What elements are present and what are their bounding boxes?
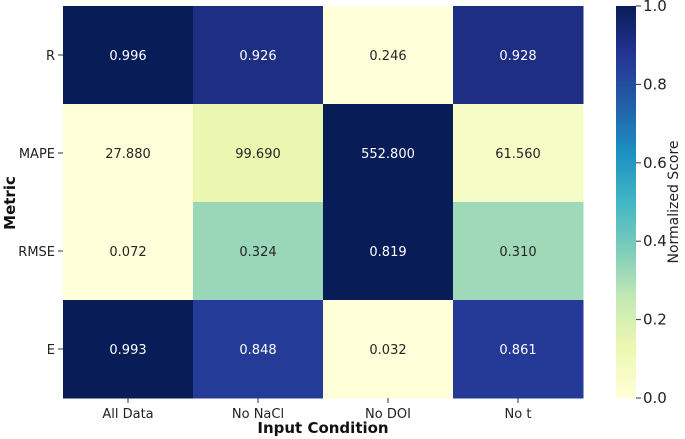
heatmap-cells xyxy=(63,6,584,399)
x-tick-label: All Data xyxy=(102,407,153,422)
cell-value-label: 552.800 xyxy=(361,147,415,162)
cell-value-label: 0.996 xyxy=(109,49,146,64)
cell-value-label: 0.819 xyxy=(369,245,406,260)
x-axis-ticks: All Data No NaCl No DOI No t xyxy=(102,398,531,422)
y-tick-label: MAPE xyxy=(19,147,55,162)
cell-value-label: 0.072 xyxy=(109,245,146,260)
heatmap-cell xyxy=(453,104,584,203)
colorbar-tick-label: 1.0 xyxy=(643,0,667,15)
colorbar-tick-label: 0.6 xyxy=(643,154,667,172)
y-axis-ticks: R MAPE RMSE E xyxy=(18,49,63,358)
cell-value-label: 0.324 xyxy=(239,245,276,260)
heatmap-cell xyxy=(193,104,324,203)
heatmap-cell-labels: 0.996 0.926 0.246 0.928 27.880 99.690 552.800 6… xyxy=(105,49,541,358)
y-tick-label: R xyxy=(46,49,55,64)
colorbar-tick-label: 0.4 xyxy=(643,232,667,250)
y-tick-label: RMSE xyxy=(18,245,55,260)
heatmap-cell xyxy=(63,6,194,105)
x-axis-title: Input Condition xyxy=(257,419,388,437)
heatmap-cell xyxy=(63,104,194,203)
cell-value-label: 0.246 xyxy=(369,49,406,64)
colorbar-tick-label: 0.2 xyxy=(643,311,667,329)
colorbar-tick-label: 0.8 xyxy=(643,75,667,93)
cell-value-label: 0.032 xyxy=(369,343,406,358)
cell-value-label: 99.690 xyxy=(235,147,281,162)
heatmap-cell xyxy=(193,202,324,301)
y-axis-title: Metric xyxy=(1,176,19,230)
heatmap-cell xyxy=(193,6,324,105)
cell-value-label: 0.310 xyxy=(499,245,536,260)
cell-value-label: 0.926 xyxy=(239,49,276,64)
cell-value-label: 0.861 xyxy=(499,343,536,358)
cell-value-label: 61.560 xyxy=(495,147,541,162)
colorbar xyxy=(616,6,636,398)
x-tick-label: No NaCl xyxy=(232,407,284,422)
cell-value-label: 27.880 xyxy=(105,147,151,162)
colorbar-label: Normalized Score xyxy=(666,140,682,263)
heatmap-cell xyxy=(323,300,454,399)
heatmap-cell xyxy=(453,202,584,301)
x-tick-label: No t xyxy=(505,407,532,422)
heatmap-cell xyxy=(323,104,454,203)
heatmap-cell xyxy=(63,300,194,399)
y-tick-label: E xyxy=(47,343,55,358)
cell-value-label: 0.993 xyxy=(109,343,146,358)
cell-value-label: 0.848 xyxy=(239,343,276,358)
heatmap-cell xyxy=(193,300,324,399)
heatmap-cell xyxy=(323,6,454,105)
colorbar-tick-label: 0.0 xyxy=(643,389,667,407)
heatmap-cell xyxy=(323,202,454,301)
colorbar-ticks: 0.0 0.2 0.4 0.6 0.8 1.0 xyxy=(636,0,667,407)
cell-value-label: 0.928 xyxy=(499,49,536,64)
heatmap-cell xyxy=(453,300,584,399)
x-tick-label: No DOI xyxy=(365,407,411,422)
heatmap-cell xyxy=(453,6,584,105)
heatmap-cell xyxy=(63,202,194,301)
